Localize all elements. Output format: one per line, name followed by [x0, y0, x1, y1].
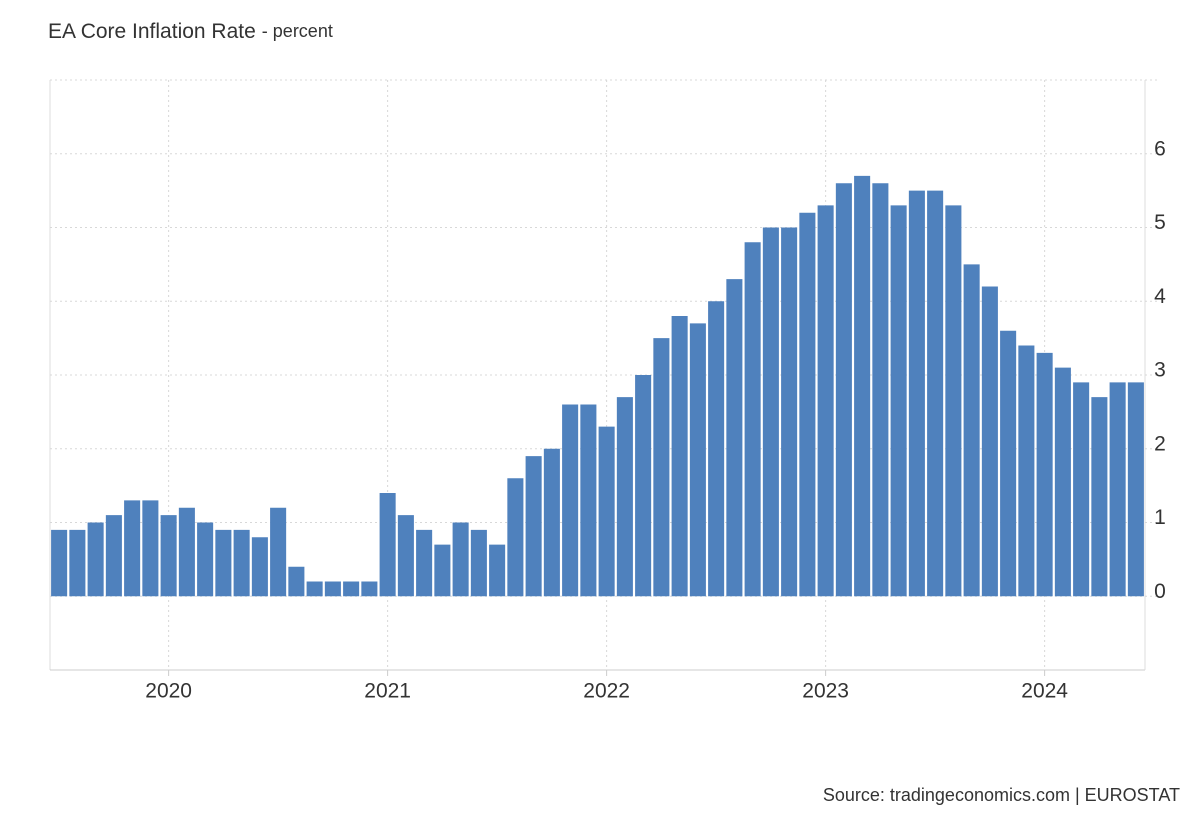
- bar: [635, 375, 652, 597]
- bar: [708, 301, 725, 597]
- bar: [270, 507, 287, 597]
- bar: [744, 242, 761, 597]
- bar: [87, 522, 104, 597]
- bar: [178, 507, 195, 597]
- x-tick-label: 2023: [802, 680, 849, 703]
- bar: [525, 456, 542, 597]
- bar: [397, 515, 414, 597]
- bar: [927, 190, 944, 597]
- bar: [835, 183, 852, 597]
- bar: [251, 537, 268, 597]
- y-tick-label: 5: [1154, 211, 1166, 234]
- y-tick-label: 1: [1154, 506, 1166, 529]
- bar: [105, 515, 122, 597]
- bar: [726, 279, 743, 597]
- subtitle: - percent: [262, 21, 333, 41]
- y-tick-label: 4: [1154, 285, 1166, 308]
- y-tick-label: 6: [1154, 137, 1166, 160]
- bar: [1109, 382, 1126, 597]
- y-tick-label: 0: [1154, 580, 1166, 603]
- bar: [963, 264, 980, 597]
- bar: [799, 212, 816, 597]
- bar: [562, 404, 579, 597]
- y-tick-label: 2: [1154, 432, 1166, 455]
- bar: [452, 522, 469, 597]
- bar: [1018, 345, 1035, 597]
- bar: [124, 500, 141, 597]
- bar: [489, 544, 506, 597]
- bar: [507, 478, 524, 597]
- bar: [1073, 382, 1090, 597]
- bar: [215, 529, 232, 597]
- bar: [616, 397, 633, 597]
- bar: [233, 529, 250, 597]
- x-tick-label: 2021: [364, 680, 411, 703]
- bar: [945, 205, 962, 597]
- bar: [1054, 367, 1071, 597]
- x-tick-label: 2024: [1021, 680, 1068, 703]
- bar: [908, 190, 925, 597]
- title: EA Core Inflation Rate: [48, 20, 256, 43]
- bar: [762, 227, 779, 597]
- bar: [379, 493, 396, 597]
- bar: [890, 205, 907, 597]
- bar: [543, 448, 560, 597]
- bar: [324, 581, 341, 597]
- bar: [781, 227, 798, 597]
- bar: [981, 286, 998, 597]
- bar: [160, 515, 177, 597]
- bar: [1091, 397, 1108, 597]
- x-tick-label: 2020: [145, 680, 192, 703]
- bar: [598, 426, 615, 597]
- x-tick-label: 2022: [583, 680, 630, 703]
- bar: [1000, 330, 1017, 597]
- bar: [51, 529, 68, 597]
- bar: [361, 581, 378, 597]
- bar: [197, 522, 214, 597]
- bar: [69, 529, 86, 597]
- bar: [580, 404, 597, 597]
- bar: [142, 500, 159, 597]
- bar: [653, 338, 670, 597]
- bar: [854, 175, 871, 597]
- bar: [470, 529, 487, 597]
- bar: [434, 544, 451, 597]
- bar: [416, 529, 433, 597]
- bar: [872, 183, 889, 597]
- chart-title: EA Core Inflation Rate - percent: [48, 20, 333, 43]
- y-tick-label: 3: [1154, 359, 1166, 382]
- bar: [671, 316, 688, 597]
- bar: [306, 581, 323, 597]
- bar: [1036, 352, 1053, 597]
- bar: [288, 566, 305, 597]
- bar: [343, 581, 360, 597]
- bar: [1127, 382, 1144, 597]
- bar: [689, 323, 706, 597]
- bar: [817, 205, 834, 597]
- source: Source: tradingeconomics.com | EUROSTAT: [823, 785, 1180, 805]
